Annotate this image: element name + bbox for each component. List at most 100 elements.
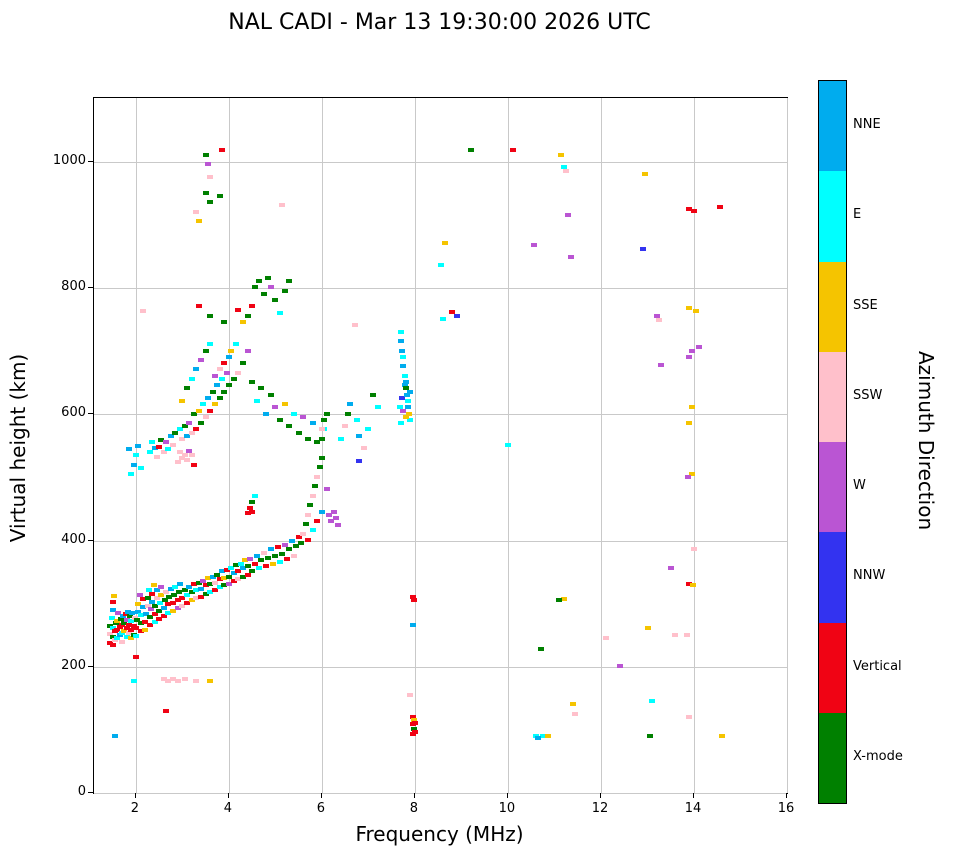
colorbar-segment-ssw — [819, 351, 846, 443]
data-point — [149, 599, 156, 604]
data-point — [170, 601, 177, 605]
data-point — [279, 551, 286, 556]
data-point — [560, 165, 567, 170]
data-point — [337, 436, 344, 441]
data-point — [286, 547, 293, 552]
data-point — [184, 457, 190, 462]
data-point — [332, 515, 339, 520]
data-point — [109, 600, 116, 605]
data-point — [160, 613, 167, 618]
data-point — [225, 582, 232, 587]
data-point — [232, 563, 239, 568]
data-point — [328, 518, 335, 523]
data-point — [398, 421, 404, 426]
data-point — [216, 395, 223, 400]
data-point — [302, 522, 309, 527]
data-point — [237, 561, 244, 566]
data-point — [330, 509, 337, 514]
data-point — [146, 614, 153, 619]
data-point — [653, 313, 660, 318]
data-point — [153, 588, 160, 593]
data-point — [291, 553, 297, 558]
y-tick-label: 0 — [77, 784, 86, 799]
data-point — [409, 623, 416, 628]
data-point — [263, 411, 270, 416]
x-tick-label: 14 — [684, 801, 702, 816]
data-point — [132, 452, 139, 457]
data-point — [658, 363, 665, 367]
data-point — [293, 544, 300, 549]
gridline-vertical — [414, 98, 416, 793]
data-point — [129, 611, 136, 616]
data-point — [351, 323, 358, 328]
data-point — [145, 588, 152, 593]
data-point — [195, 219, 202, 224]
data-point — [211, 580, 218, 585]
data-point — [165, 610, 172, 615]
data-point — [560, 596, 567, 601]
data-point — [156, 445, 163, 450]
data-point — [195, 304, 202, 309]
data-point — [198, 587, 204, 592]
data-point — [356, 433, 363, 438]
data-point — [221, 361, 228, 366]
data-point — [133, 618, 140, 622]
data-point — [188, 376, 195, 381]
data-point — [172, 431, 179, 436]
data-point — [274, 545, 281, 550]
data-point — [325, 512, 332, 517]
data-point — [174, 606, 181, 610]
data-point — [244, 572, 251, 577]
data-point — [256, 279, 263, 284]
data-point — [616, 664, 623, 669]
data-point — [151, 619, 158, 624]
data-point — [409, 594, 416, 599]
data-point — [688, 349, 695, 354]
data-point — [265, 275, 272, 280]
data-point — [216, 193, 223, 198]
data-point — [277, 560, 283, 564]
data-point — [567, 255, 574, 260]
data-point — [344, 411, 351, 416]
data-point — [146, 450, 153, 455]
y-tick-mark — [88, 792, 93, 793]
data-point — [295, 430, 302, 435]
x-tick-mark — [786, 793, 787, 798]
data-point — [170, 676, 177, 681]
data-point — [411, 720, 418, 725]
data-point — [374, 405, 381, 410]
x-tick-label: 10 — [498, 801, 516, 816]
data-point — [125, 447, 132, 451]
data-point — [235, 370, 242, 375]
data-point — [225, 354, 232, 359]
data-point — [207, 200, 214, 205]
data-point — [281, 542, 288, 547]
data-point — [404, 399, 411, 403]
data-point — [144, 604, 151, 609]
data-point — [139, 596, 146, 601]
data-point — [246, 556, 253, 561]
colorbar-segment-e — [819, 171, 846, 262]
data-point — [111, 734, 118, 739]
data-point — [686, 354, 693, 359]
data-point — [277, 310, 283, 315]
data-point — [404, 405, 411, 410]
data-point — [235, 577, 242, 581]
colorbar-segment-vertical — [819, 622, 846, 713]
y-tick-mark — [88, 287, 93, 288]
data-point — [406, 411, 413, 416]
data-point — [225, 574, 232, 579]
data-point — [685, 474, 692, 479]
data-point — [191, 582, 197, 587]
data-point — [115, 610, 122, 615]
data-point — [558, 152, 565, 157]
data-point — [277, 417, 283, 422]
data-point — [258, 558, 265, 563]
data-point — [353, 417, 360, 422]
data-point — [718, 734, 725, 739]
data-point — [263, 564, 270, 569]
data-point — [209, 389, 216, 394]
data-point — [256, 566, 263, 571]
colorbar-label-x-mode: X-mode — [853, 748, 903, 764]
data-point — [109, 642, 116, 647]
